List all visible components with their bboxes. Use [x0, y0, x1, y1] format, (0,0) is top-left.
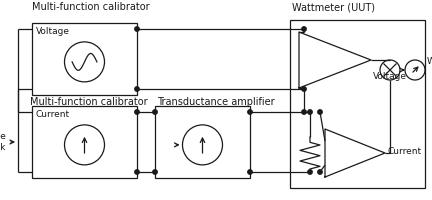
Circle shape [308, 110, 312, 114]
Circle shape [153, 170, 157, 174]
Circle shape [135, 27, 139, 31]
Text: Watts: Watts [427, 57, 432, 66]
Circle shape [248, 170, 252, 174]
Text: Voltage: Voltage [373, 72, 407, 81]
Text: Wattmeter (UUT): Wattmeter (UUT) [292, 2, 375, 12]
Bar [32, 106, 137, 178]
Text: Multi-function calibrator: Multi-function calibrator [32, 2, 149, 12]
Circle shape [135, 87, 139, 91]
Bar [32, 23, 137, 95]
Text: Phase
lock: Phase lock [0, 132, 6, 152]
Text: Voltage: Voltage [36, 27, 70, 36]
Text: Current: Current [387, 146, 421, 156]
Circle shape [302, 110, 306, 114]
Circle shape [135, 110, 139, 114]
Circle shape [302, 27, 306, 31]
Circle shape [153, 110, 157, 114]
Circle shape [302, 87, 306, 91]
Circle shape [318, 110, 322, 114]
Text: Current: Current [36, 110, 70, 119]
Text: Multi-function calibrator: Multi-function calibrator [30, 97, 148, 107]
Circle shape [135, 170, 139, 174]
Circle shape [248, 110, 252, 114]
Bar [155, 106, 250, 178]
Circle shape [318, 170, 322, 174]
Circle shape [308, 170, 312, 174]
Bar [290, 20, 425, 188]
Text: Transductance amplifier: Transductance amplifier [157, 97, 275, 107]
